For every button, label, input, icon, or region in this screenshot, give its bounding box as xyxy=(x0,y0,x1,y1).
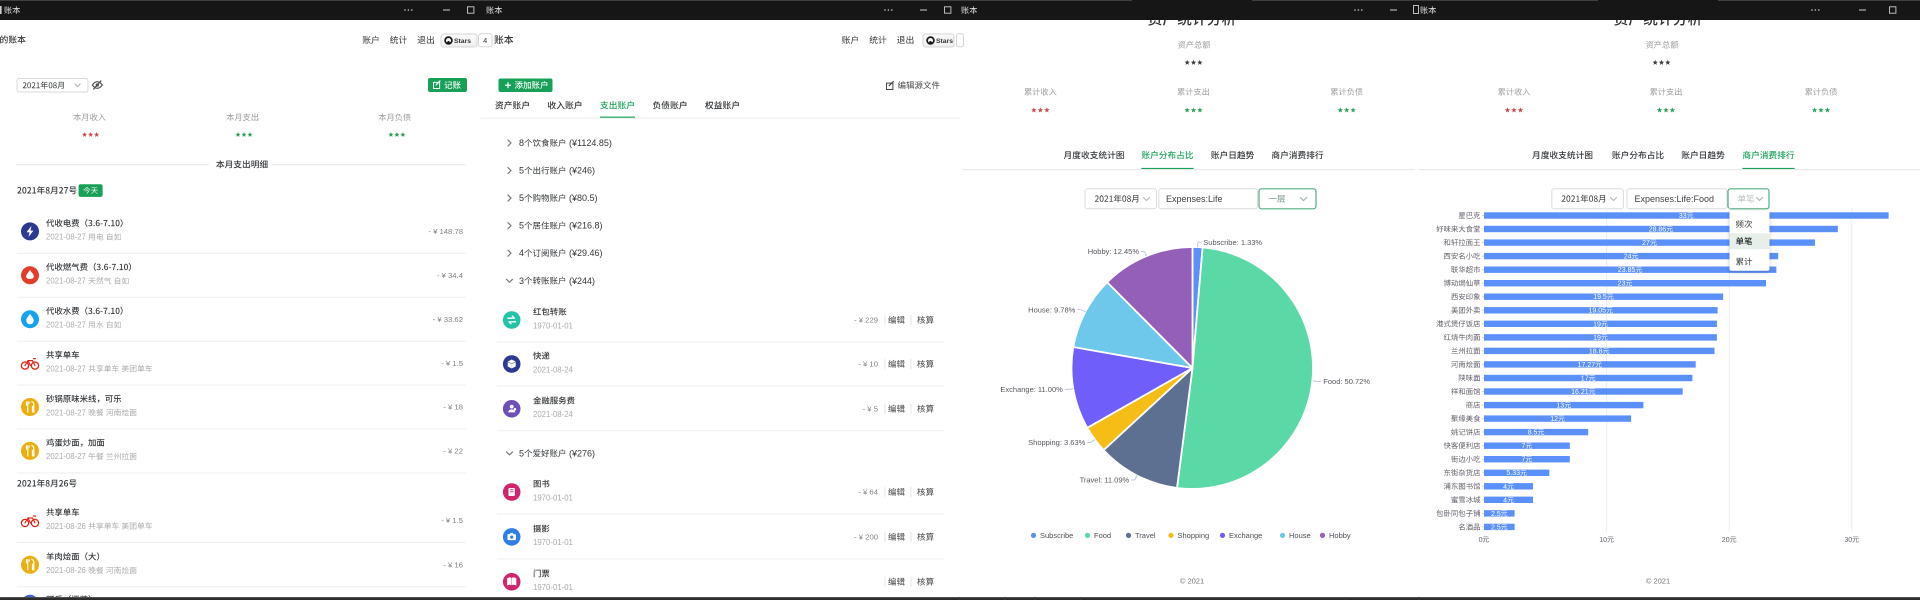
svg-text:Exchange: 11.00%: Exchange: 11.00% xyxy=(1000,385,1063,394)
svg-text:(¥276): (¥276) xyxy=(567,448,596,458)
svg-text:(¥246): (¥246) xyxy=(567,166,596,176)
svg-text:24: 24 xyxy=(1624,254,1632,261)
svg-text:2.5: 2.5 xyxy=(1491,524,1501,531)
svg-text:Shopping: Shopping xyxy=(1178,531,1210,540)
svg-text:Hobby: Hobby xyxy=(1329,531,1351,540)
svg-text:© 2021: © 2021 xyxy=(1180,577,1204,586)
svg-text:4: 4 xyxy=(1503,484,1507,491)
svg-text:18.8: 18.8 xyxy=(1589,348,1603,355)
svg-text:1970-01-01: 1970-01-01 xyxy=(533,538,573,547)
svg-text:10: 10 xyxy=(1599,537,1607,544)
svg-text:2021-08-27: 2021-08-27 xyxy=(46,408,88,417)
svg-text:17: 17 xyxy=(1581,375,1589,382)
svg-text:5: 5 xyxy=(519,221,524,231)
svg-text:Hobby: 12.45%: Hobby: 12.45% xyxy=(1088,247,1140,256)
svg-text:- ¥ 5: - ¥ 5 xyxy=(863,405,878,414)
svg-text:19.05: 19.05 xyxy=(1589,308,1607,315)
svg-text:2021-08-24: 2021-08-24 xyxy=(533,365,574,374)
svg-text:23.85: 23.85 xyxy=(1618,267,1636,274)
svg-text:- ¥ 10: - ¥ 10 xyxy=(858,360,878,369)
svg-text:8: 8 xyxy=(519,138,524,148)
svg-text:2021-08-27: 2021-08-27 xyxy=(46,277,88,286)
svg-text:- ¥ 1.5: - ¥ 1.5 xyxy=(441,359,463,368)
svg-text:16.21: 16.21 xyxy=(1571,389,1589,396)
svg-text:27: 27 xyxy=(1642,240,1650,247)
svg-text:20: 20 xyxy=(1722,537,1730,544)
svg-text:- ¥ 18: - ¥ 18 xyxy=(443,403,463,412)
svg-text:17.27: 17.27 xyxy=(1578,362,1596,369)
svg-text:Expenses:Life: Expenses:Life xyxy=(1166,194,1223,204)
svg-text:Travel: 11.09%: Travel: 11.09% xyxy=(1080,476,1130,485)
svg-text:2021-08-27: 2021-08-27 xyxy=(46,233,88,242)
svg-text:House: 9.78%: House: 9.78% xyxy=(1028,305,1075,314)
svg-text:- ¥ 200: - ¥ 200 xyxy=(854,533,878,542)
svg-text:- ¥ 22: - ¥ 22 xyxy=(443,447,463,456)
svg-text:2021-08-27: 2021-08-27 xyxy=(46,452,88,461)
svg-text:7: 7 xyxy=(1522,457,1526,464)
svg-text:4: 4 xyxy=(1503,497,1507,504)
svg-text:Travel: Travel xyxy=(1135,531,1156,540)
svg-text:- ¥ 33.62: - ¥ 33.62 xyxy=(433,315,463,324)
svg-text:(¥216.8): (¥216.8) xyxy=(567,221,603,231)
svg-text:1970-01-01: 1970-01-01 xyxy=(533,583,573,592)
svg-text:- ¥ 34.4: - ¥ 34.4 xyxy=(437,271,464,280)
svg-text:(¥29.46): (¥29.46) xyxy=(567,248,603,258)
svg-text:© 2021: © 2021 xyxy=(1646,577,1670,586)
svg-text:Expenses:Life:Food: Expenses:Life:Food xyxy=(1635,194,1715,204)
svg-text:2.5: 2.5 xyxy=(1491,511,1501,518)
svg-text:Food: Food xyxy=(1094,531,1111,540)
svg-text:Exchange: Exchange xyxy=(1229,531,1262,540)
svg-text:4: 4 xyxy=(483,36,487,45)
svg-text:1970-01-01: 1970-01-01 xyxy=(533,493,573,502)
svg-text:Stars: Stars xyxy=(936,38,953,45)
svg-text:2021-08-27: 2021-08-27 xyxy=(46,364,88,373)
svg-text:Subscribe: Subscribe xyxy=(1040,531,1073,540)
svg-text:19: 19 xyxy=(1593,335,1601,342)
svg-text:Stars: Stars xyxy=(454,38,471,45)
svg-text:House: House xyxy=(1289,531,1311,540)
svg-text:(¥244): (¥244) xyxy=(567,276,596,286)
svg-text:28.86: 28.86 xyxy=(1649,227,1667,234)
svg-text:12: 12 xyxy=(1550,416,1558,423)
svg-text:- ¥ 229: - ¥ 229 xyxy=(854,316,878,325)
svg-text:30: 30 xyxy=(1844,537,1852,544)
svg-text:2021-08-27: 2021-08-27 xyxy=(46,321,88,330)
svg-text:(¥1124.85): (¥1124.85) xyxy=(567,138,612,148)
svg-text:23: 23 xyxy=(1618,281,1626,288)
svg-text:19: 19 xyxy=(1593,321,1601,328)
svg-text:Subscribe: 1.33%: Subscribe: 1.33% xyxy=(1203,238,1262,247)
svg-text:2021-08-24: 2021-08-24 xyxy=(533,410,574,419)
svg-text:5.33: 5.33 xyxy=(1506,470,1520,477)
svg-text:1970-01-01: 1970-01-01 xyxy=(533,321,573,330)
svg-text:Shopping: 3.63%: Shopping: 3.63% xyxy=(1028,438,1085,447)
svg-text:8.5: 8.5 xyxy=(1528,430,1538,437)
svg-text:13: 13 xyxy=(1556,403,1564,410)
svg-text:- ¥ 16: - ¥ 16 xyxy=(443,561,463,570)
svg-text:Food: 50.72%: Food: 50.72% xyxy=(1323,377,1370,386)
svg-text:0: 0 xyxy=(1479,537,1483,544)
svg-text:2021-08-26: 2021-08-26 xyxy=(46,566,88,575)
svg-text:33: 33 xyxy=(1679,213,1687,220)
svg-text:5: 5 xyxy=(519,166,524,176)
svg-text:- ¥ 1.5: - ¥ 1.5 xyxy=(441,516,463,525)
svg-text:5: 5 xyxy=(519,193,524,203)
svg-text:5: 5 xyxy=(519,448,524,458)
svg-text:- ¥ 64: - ¥ 64 xyxy=(858,488,878,497)
svg-text:(¥80.5): (¥80.5) xyxy=(567,193,598,203)
svg-text:7: 7 xyxy=(1522,443,1526,450)
svg-text:3: 3 xyxy=(519,276,524,286)
svg-text:4: 4 xyxy=(519,248,524,258)
svg-text:19.5: 19.5 xyxy=(1593,294,1607,301)
svg-text:2021-08-26: 2021-08-26 xyxy=(46,522,88,531)
svg-text:- ¥ 148.78: - ¥ 148.78 xyxy=(428,227,463,236)
